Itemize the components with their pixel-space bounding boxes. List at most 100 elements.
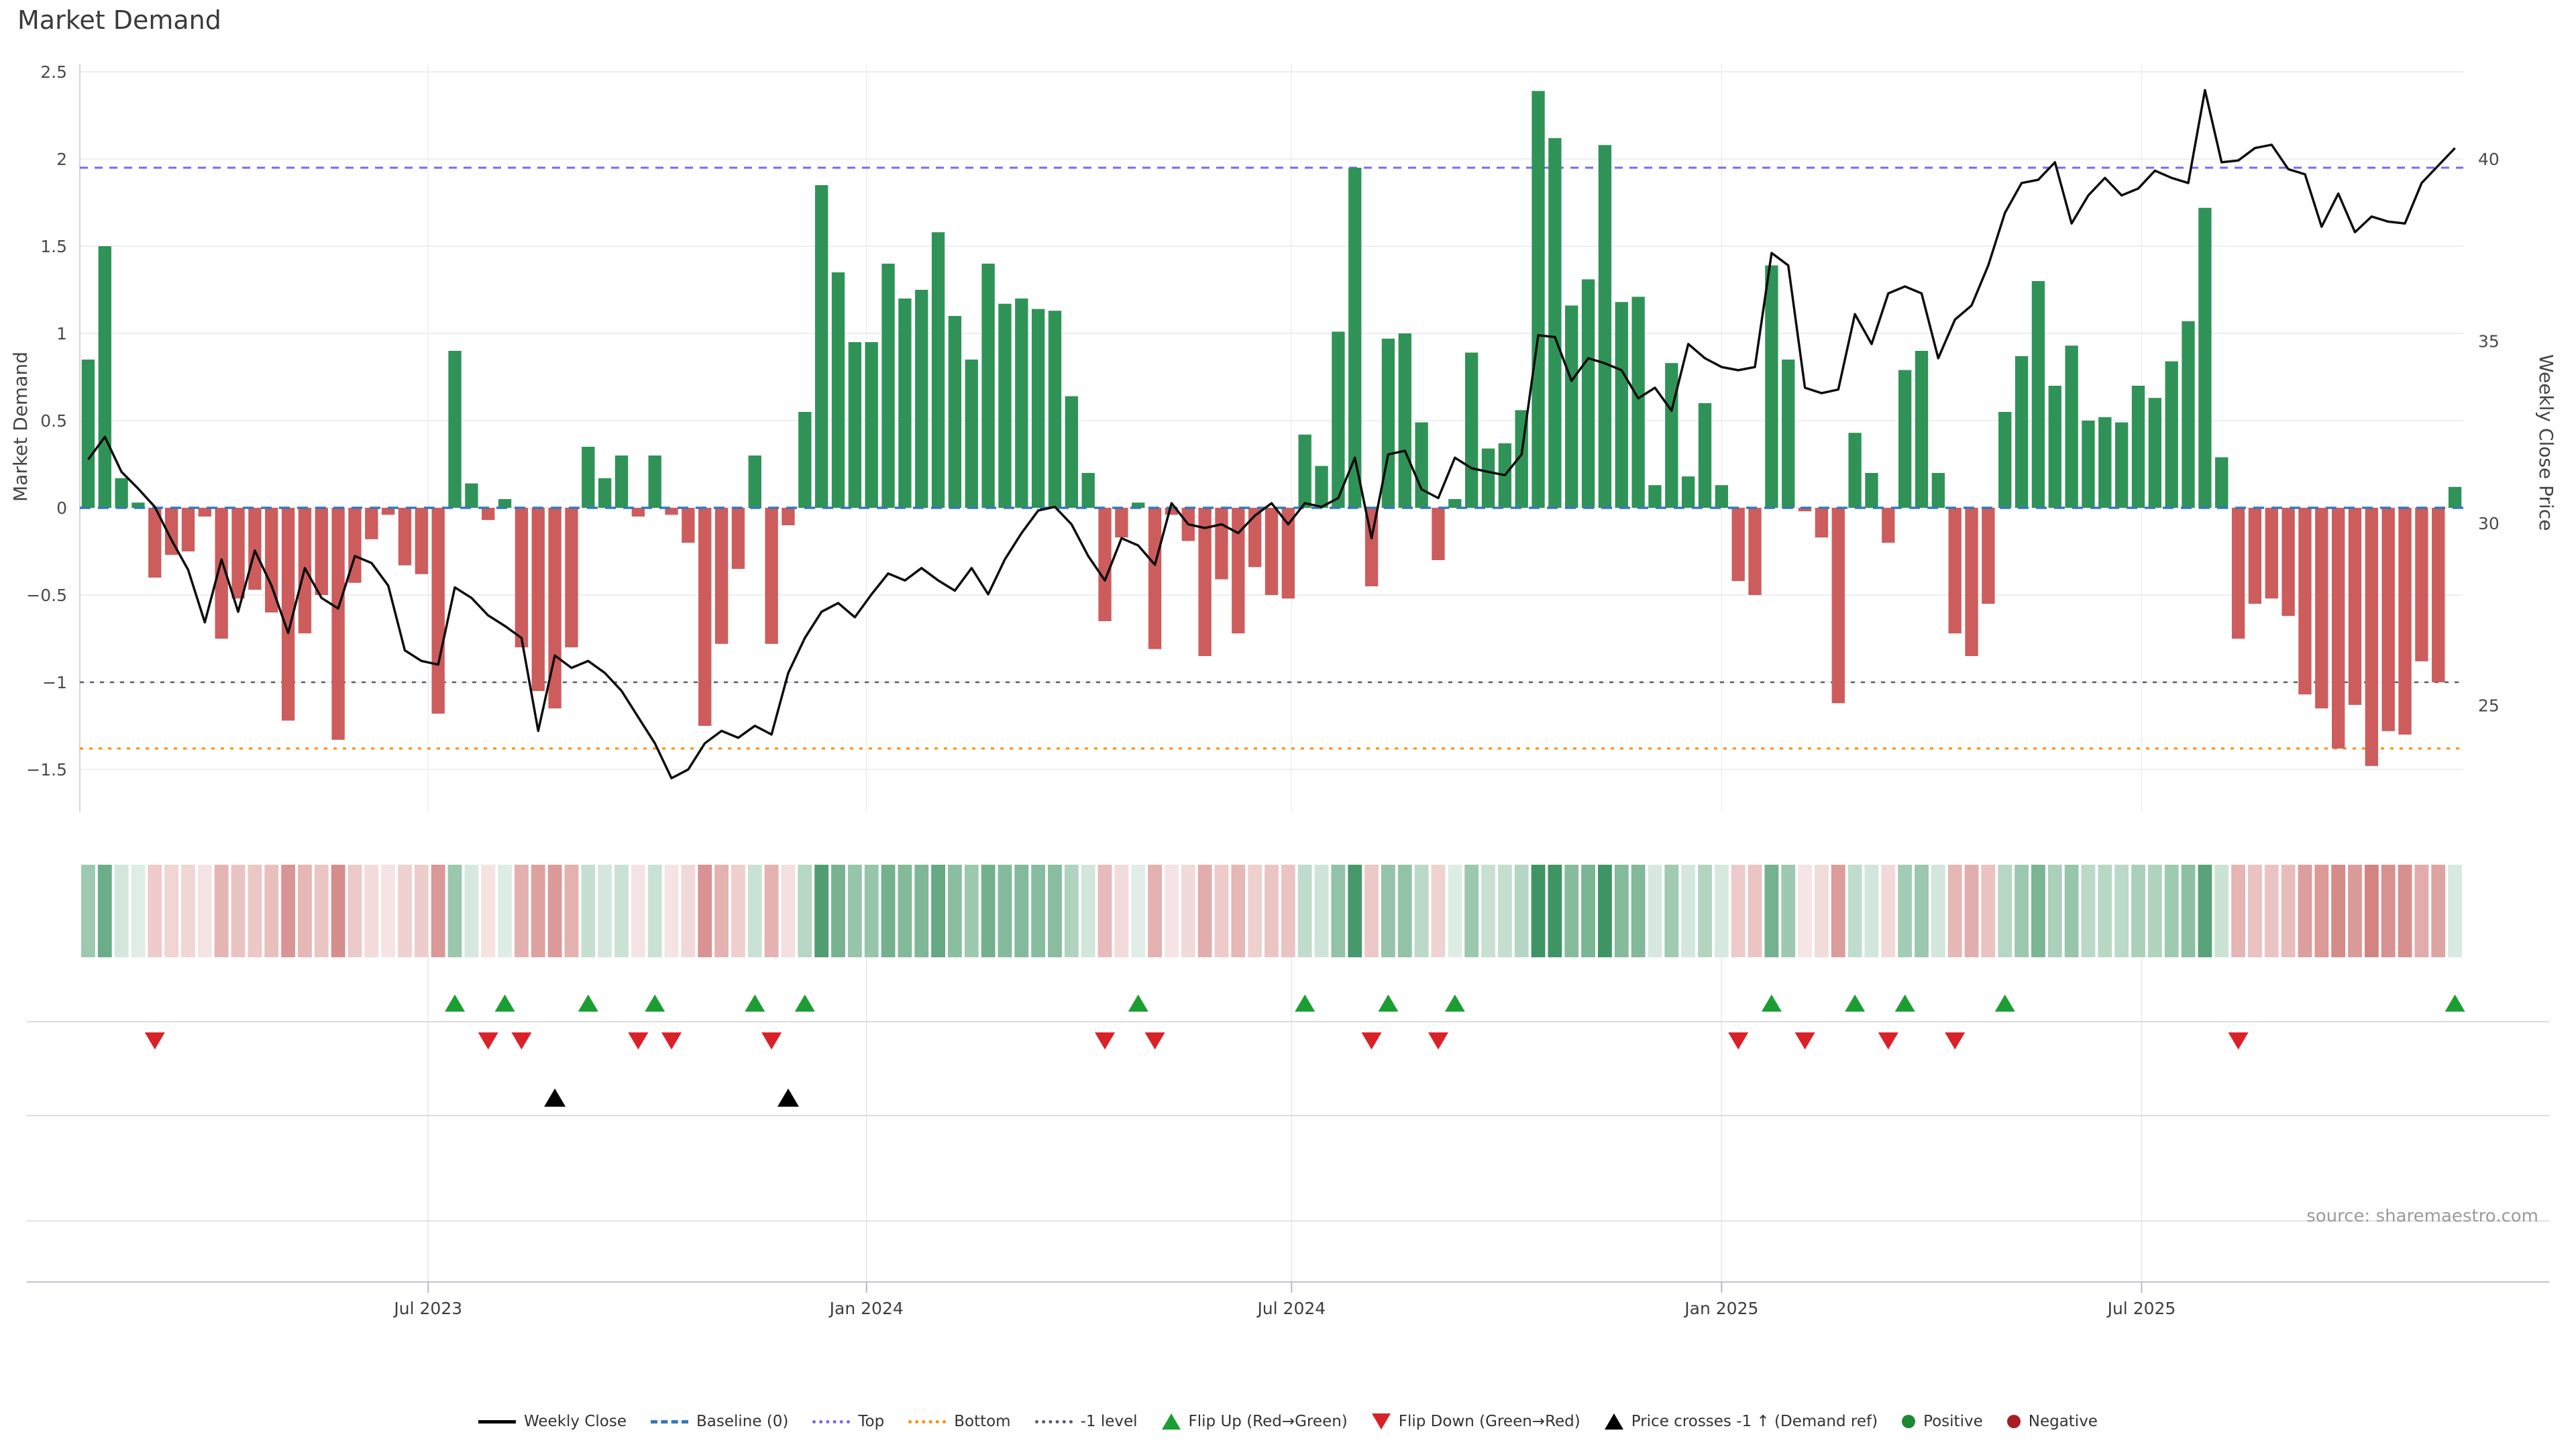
demand-bar	[2182, 321, 2195, 508]
demand-bar	[1715, 485, 1729, 508]
demand-bar	[198, 508, 212, 517]
flip-down-marker	[1878, 1032, 1898, 1050]
demand-bar	[2015, 356, 2029, 508]
heatmap-cell	[1998, 865, 2012, 957]
demand-bar	[714, 508, 729, 644]
left-tick-label: 2	[56, 150, 67, 169]
demand-bar	[2398, 508, 2412, 735]
heatmap-cell	[2047, 865, 2062, 957]
heatmap-cell	[2248, 865, 2262, 957]
legend-item-1: Baseline (0)	[651, 1413, 788, 1430]
demand-bar	[2114, 422, 2129, 508]
left-tick-label: 1.5	[40, 237, 67, 256]
dashed-line-swatch-icon	[651, 1419, 688, 1424]
flip-down-marker	[478, 1032, 498, 1050]
left-tick-label: 1	[56, 324, 67, 343]
demand-bar	[1232, 508, 1245, 634]
heatmap-cell	[731, 865, 745, 957]
demand-bar	[248, 508, 262, 590]
left-tick-label: −0.5	[26, 586, 67, 605]
demand-bar	[848, 342, 862, 508]
heatmap-cell	[214, 865, 229, 957]
heatmap-cell	[1664, 865, 1679, 957]
heatmap-cell	[1281, 865, 1295, 957]
demand-bar	[665, 508, 678, 515]
heatmap-cell	[2381, 865, 2396, 957]
heatmap-cell	[1598, 865, 1612, 957]
heatmap-cell	[1248, 865, 1263, 957]
demand-bar	[2131, 386, 2145, 508]
demand-bar	[2031, 281, 2045, 508]
legend-label: Flip Up (Red→Green)	[1188, 1413, 1348, 1430]
demand-bar	[2048, 386, 2061, 508]
heatmap-cell	[148, 865, 162, 957]
dot-icon	[2006, 1415, 2021, 1428]
heatmap-cell	[1564, 865, 1579, 957]
demand-bar	[2432, 508, 2445, 682]
x-tick-label: Jul 2024	[1256, 1299, 1326, 1318]
heatmap-cell	[1981, 865, 1996, 957]
demand-bar	[1731, 508, 1745, 582]
demand-bar	[1398, 333, 1411, 508]
demand-bar	[1765, 265, 1778, 508]
demand-bar	[998, 303, 1012, 508]
demand-bar	[431, 508, 445, 714]
heatmap-cell	[248, 865, 262, 957]
demand-bar	[1581, 279, 1595, 508]
heatmap-cell	[1831, 865, 1845, 957]
dot-icon	[1902, 1415, 1916, 1428]
heatmap-cell	[2181, 865, 2196, 957]
demand-bar	[798, 412, 812, 508]
left-tick-label: 0.5	[40, 411, 67, 431]
demand-bar	[1315, 466, 1328, 508]
heatmap-cell	[581, 865, 596, 957]
demand-bar	[731, 508, 745, 569]
heatmap-cell	[1397, 865, 1412, 957]
heatmap-cell	[1231, 865, 1246, 957]
heatmap-cell	[2281, 865, 2296, 957]
heatmap-cell	[798, 865, 812, 957]
demand-bar	[1298, 434, 1311, 508]
heatmap-cell	[481, 865, 496, 957]
right-tick-label: 40	[2478, 150, 2500, 169]
demand-bar	[1198, 508, 1212, 656]
demand-bar	[981, 264, 995, 508]
heatmap-cell	[2098, 865, 2112, 957]
demand-bar	[265, 508, 278, 612]
demand-bar	[2298, 508, 2312, 695]
demand-bar	[215, 508, 228, 639]
heatmap-cell	[1531, 865, 1546, 957]
legend-item-2: Top	[812, 1413, 884, 1430]
price-cross-marker	[777, 1088, 799, 1107]
heatmap-cell	[464, 865, 479, 957]
flip-down-marker	[1095, 1032, 1116, 1050]
heatmap-cell	[114, 865, 129, 957]
flip-up-marker	[1894, 994, 1915, 1012]
legend-label: Weekly Close	[524, 1413, 627, 1430]
heatmap-cell	[1131, 865, 1146, 957]
flip-up-marker	[794, 994, 815, 1012]
flip-up-marker	[745, 994, 765, 1012]
flip-down-marker	[1728, 1032, 1749, 1050]
left-tick-label: −1.5	[26, 760, 67, 780]
heatmap-cell	[698, 865, 712, 957]
flip-up-marker	[645, 994, 665, 1012]
heatmap-cell	[981, 865, 996, 957]
heatmap-cell	[1381, 865, 1395, 957]
heatmap-cell	[1514, 865, 1529, 957]
demand-bar	[2198, 207, 2212, 508]
flip-down-marker	[2228, 1032, 2249, 1050]
demand-bar	[148, 508, 162, 578]
demand-bar	[1532, 91, 1545, 508]
demand-bar	[748, 455, 761, 508]
heatmap-cell	[2214, 865, 2229, 957]
heatmap-cell	[1031, 865, 1046, 957]
heatmap-cell	[1314, 865, 1329, 957]
heatmap-cell	[1798, 865, 1812, 957]
heatmap-cell	[647, 865, 662, 957]
demand-bar	[315, 508, 328, 595]
heatmap-cell	[164, 865, 179, 957]
legend-label: Baseline (0)	[696, 1413, 789, 1430]
demand-bar	[698, 508, 712, 726]
price-cross-marker	[544, 1088, 566, 1107]
